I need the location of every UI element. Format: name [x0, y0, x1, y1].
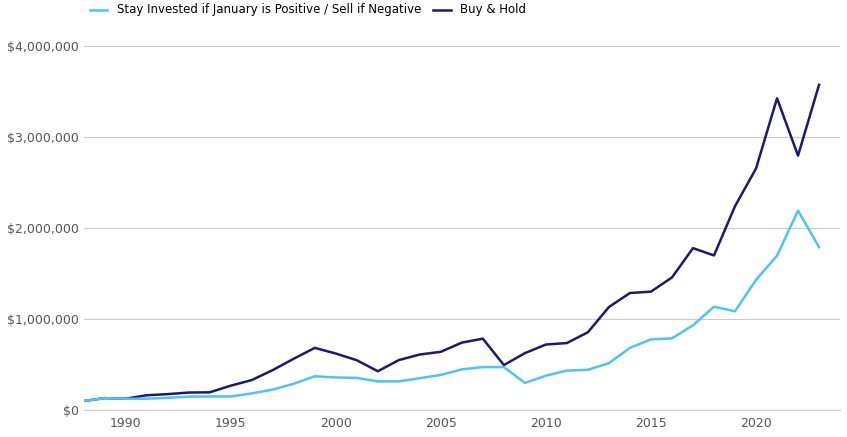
- Buy & Hold: [373, 369, 383, 374]
- Stay Invested if January is Positive / Sell if Negative: [120, 396, 130, 401]
- Stay Invested if January is Positive / Sell if Negative: [373, 379, 383, 384]
- Stay Invested if January is Positive / Sell if Negative: [541, 373, 551, 378]
- Stay Invested if January is Positive / Sell if Negative: [709, 304, 719, 309]
- Buy & Hold: [478, 336, 488, 341]
- Buy & Hold: [141, 393, 152, 398]
- Buy & Hold: [100, 395, 110, 401]
- Line: Stay Invested if January is Positive / Sell if Negative: Stay Invested if January is Positive / S…: [84, 211, 819, 401]
- Buy & Hold: [268, 368, 278, 373]
- Buy & Hold: [435, 349, 446, 354]
- Stay Invested if January is Positive / Sell if Negative: [415, 375, 425, 381]
- Buy & Hold: [793, 153, 803, 158]
- Buy & Hold: [709, 253, 719, 258]
- Buy & Hold: [814, 82, 824, 87]
- Buy & Hold: [225, 383, 235, 388]
- Buy & Hold: [79, 399, 89, 404]
- Buy & Hold: [625, 291, 635, 296]
- Stay Invested if January is Positive / Sell if Negative: [814, 244, 824, 250]
- Stay Invested if January is Positive / Sell if Negative: [163, 395, 173, 400]
- Stay Invested if January is Positive / Sell if Negative: [772, 253, 782, 258]
- Stay Invested if January is Positive / Sell if Negative: [646, 337, 656, 342]
- Buy & Hold: [667, 275, 677, 280]
- Buy & Hold: [562, 340, 572, 346]
- Buy & Hold: [520, 350, 530, 356]
- Stay Invested if January is Positive / Sell if Negative: [394, 379, 404, 384]
- Buy & Hold: [330, 351, 340, 356]
- Stay Invested if January is Positive / Sell if Negative: [141, 396, 152, 401]
- Stay Invested if January is Positive / Sell if Negative: [435, 372, 446, 378]
- Stay Invested if January is Positive / Sell if Negative: [793, 208, 803, 213]
- Buy & Hold: [415, 352, 425, 357]
- Stay Invested if January is Positive / Sell if Negative: [330, 375, 340, 380]
- Buy & Hold: [184, 390, 194, 395]
- Buy & Hold: [352, 357, 362, 363]
- Stay Invested if January is Positive / Sell if Negative: [352, 375, 362, 381]
- Stay Invested if January is Positive / Sell if Negative: [246, 391, 257, 396]
- Stay Invested if January is Positive / Sell if Negative: [457, 367, 467, 372]
- Stay Invested if January is Positive / Sell if Negative: [562, 368, 572, 373]
- Stay Invested if January is Positive / Sell if Negative: [730, 309, 740, 314]
- Stay Invested if January is Positive / Sell if Negative: [310, 374, 320, 379]
- Stay Invested if January is Positive / Sell if Negative: [478, 364, 488, 370]
- Buy & Hold: [583, 329, 593, 335]
- Buy & Hold: [205, 390, 215, 395]
- Buy & Hold: [499, 362, 509, 368]
- Buy & Hold: [394, 357, 404, 363]
- Stay Invested if January is Positive / Sell if Negative: [205, 394, 215, 399]
- Buy & Hold: [457, 340, 467, 345]
- Buy & Hold: [646, 289, 656, 294]
- Stay Invested if January is Positive / Sell if Negative: [625, 345, 635, 350]
- Stay Invested if January is Positive / Sell if Negative: [583, 367, 593, 372]
- Stay Invested if January is Positive / Sell if Negative: [499, 364, 509, 370]
- Stay Invested if January is Positive / Sell if Negative: [100, 395, 110, 401]
- Buy & Hold: [604, 305, 614, 310]
- Buy & Hold: [289, 356, 299, 361]
- Stay Invested if January is Positive / Sell if Negative: [688, 323, 698, 328]
- Stay Invested if January is Positive / Sell if Negative: [184, 394, 194, 399]
- Legend: Stay Invested if January is Positive / Sell if Negative, Buy & Hold: Stay Invested if January is Positive / S…: [90, 3, 526, 16]
- Stay Invested if January is Positive / Sell if Negative: [79, 399, 89, 404]
- Stay Invested if January is Positive / Sell if Negative: [751, 277, 761, 282]
- Buy & Hold: [120, 396, 130, 401]
- Buy & Hold: [310, 345, 320, 350]
- Buy & Hold: [751, 166, 761, 171]
- Buy & Hold: [772, 96, 782, 101]
- Stay Invested if January is Positive / Sell if Negative: [289, 381, 299, 386]
- Stay Invested if January is Positive / Sell if Negative: [225, 394, 235, 399]
- Stay Invested if January is Positive / Sell if Negative: [667, 336, 677, 341]
- Stay Invested if January is Positive / Sell if Negative: [268, 387, 278, 392]
- Line: Buy & Hold: Buy & Hold: [84, 85, 819, 401]
- Buy & Hold: [246, 378, 257, 383]
- Buy & Hold: [688, 246, 698, 251]
- Buy & Hold: [163, 392, 173, 397]
- Buy & Hold: [541, 342, 551, 347]
- Stay Invested if January is Positive / Sell if Negative: [604, 361, 614, 366]
- Stay Invested if January is Positive / Sell if Negative: [520, 380, 530, 385]
- Buy & Hold: [730, 204, 740, 209]
